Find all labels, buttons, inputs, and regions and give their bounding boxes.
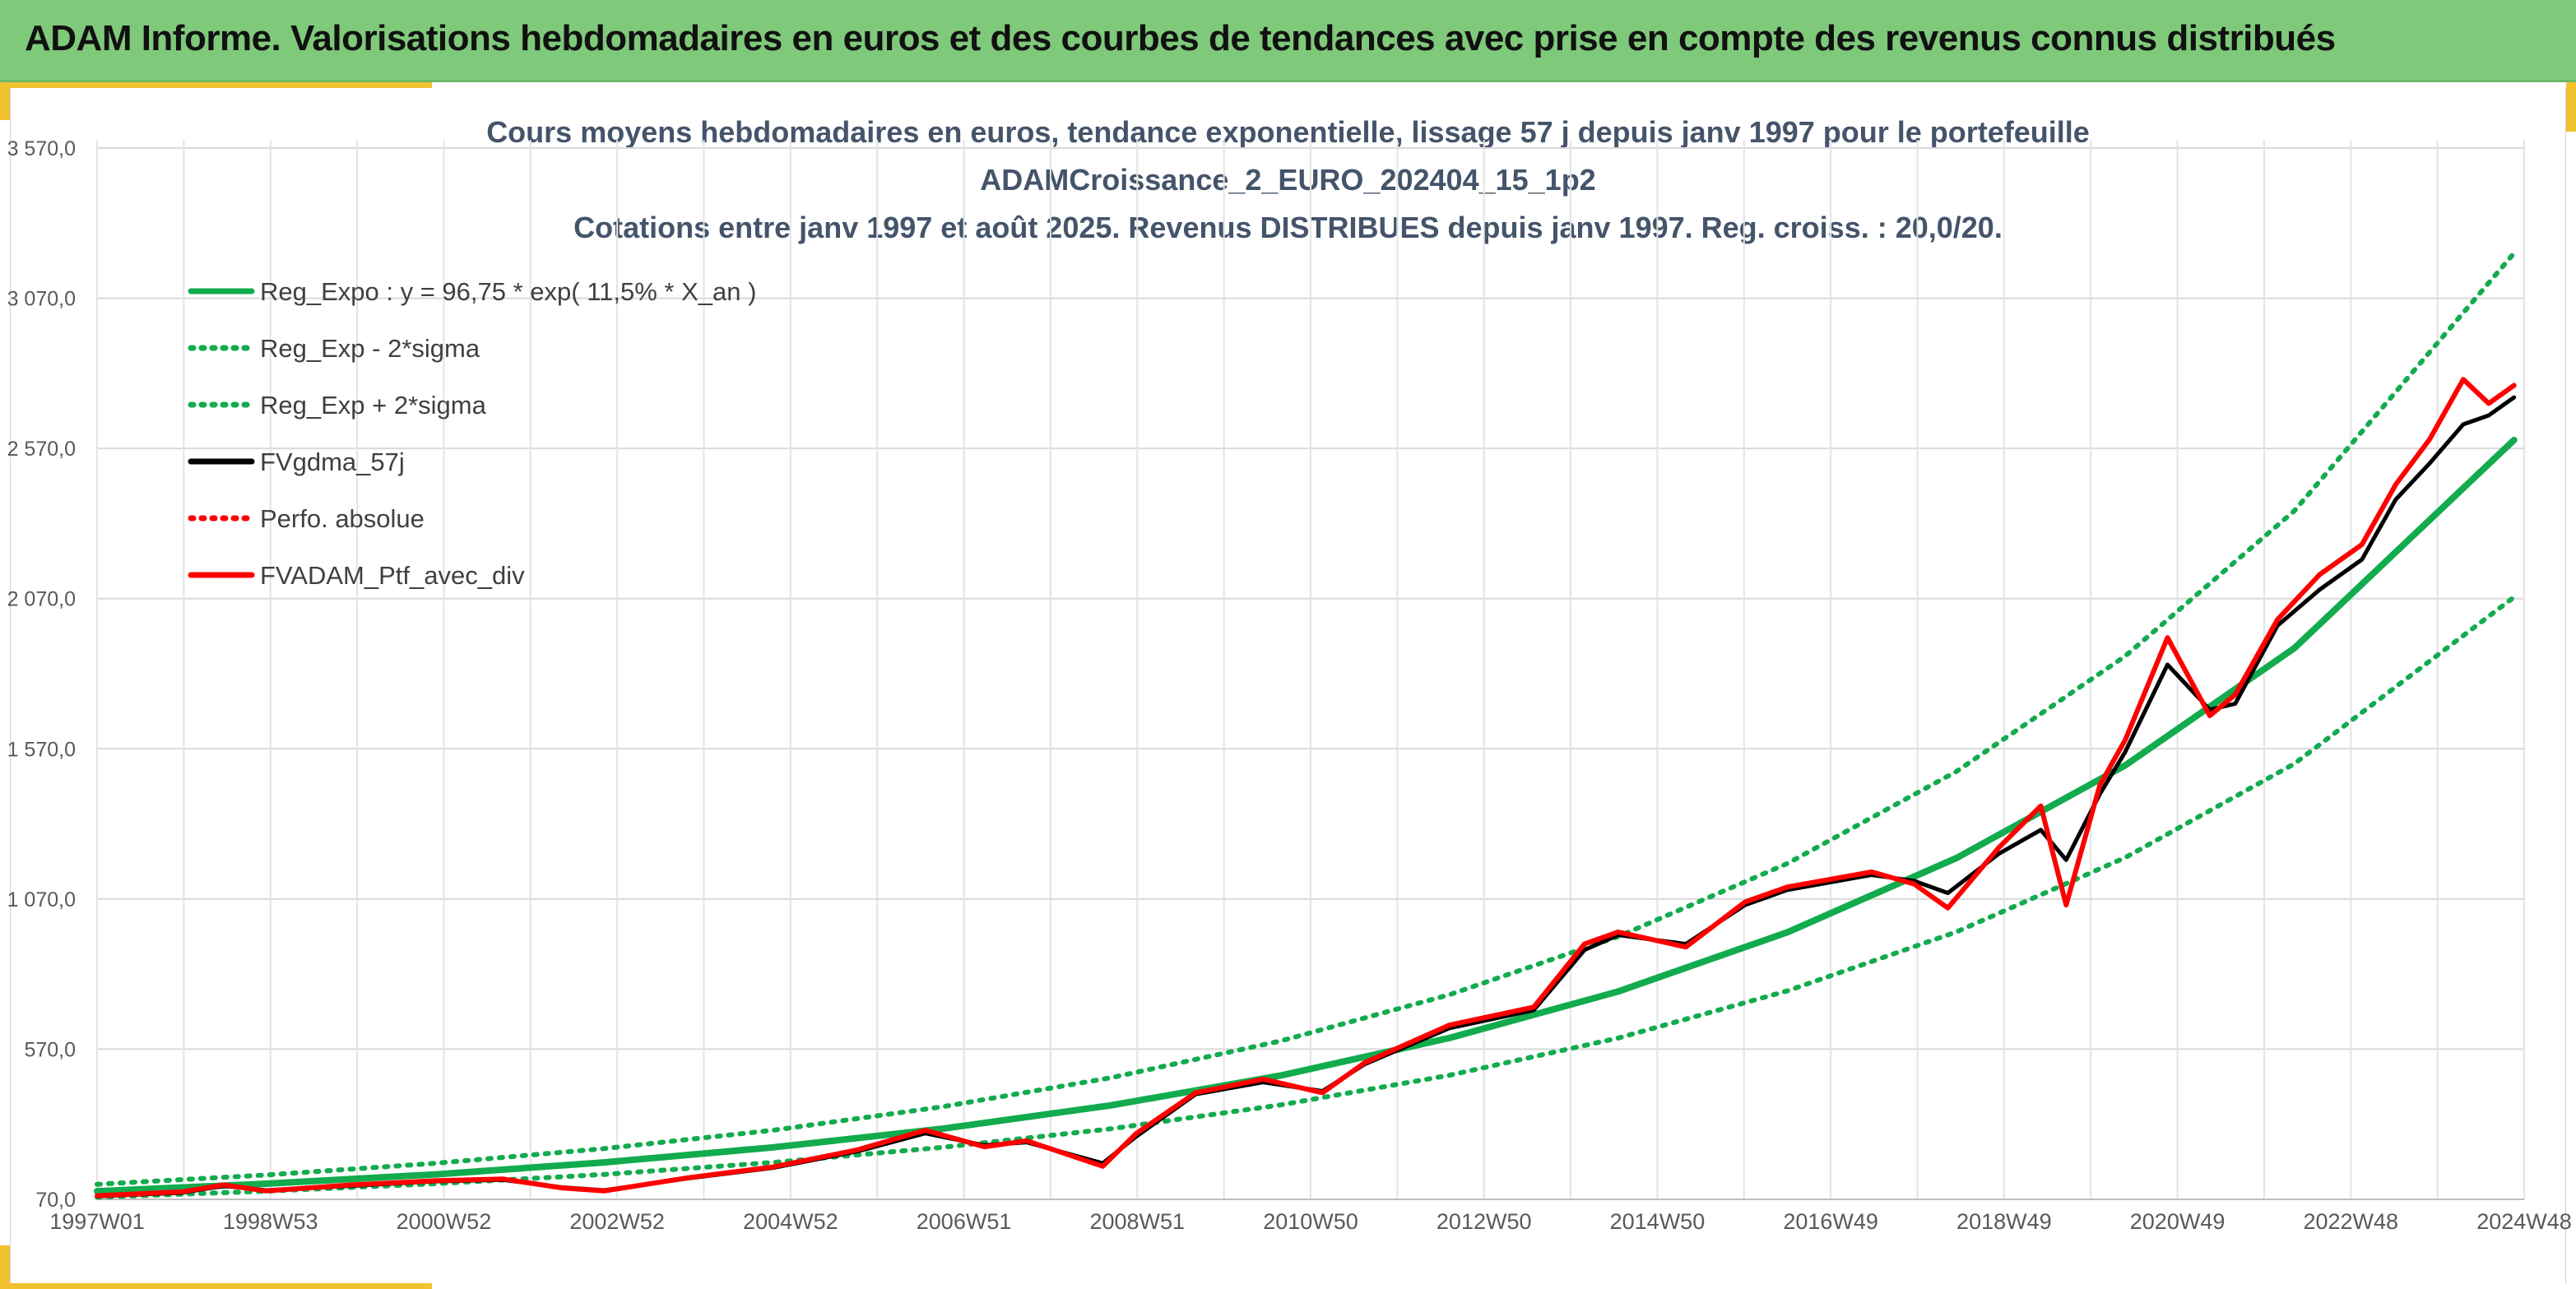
- legend-label: Reg_Expo : y = 96,75 * exp( 11,5% * X_an…: [260, 277, 756, 306]
- chart-title-line-1: Cours moyens hebdomadaires en euros, ten…: [486, 115, 2090, 149]
- x-tick-label: 2004W52: [743, 1209, 838, 1234]
- chart-title-line-3: Cotations entre janv 1997 et août 2025. …: [573, 211, 2003, 244]
- series-line-0: [94, 436, 2518, 1195]
- accent-bar-left: [0, 82, 10, 120]
- x-tick-label: 2022W48: [2303, 1209, 2398, 1234]
- y-tick-label: 3 070,0: [7, 288, 76, 311]
- x-tick-label: 2014W50: [1610, 1209, 1706, 1234]
- x-tick-label: 1997W01: [49, 1209, 145, 1234]
- page-title: ADAM Informe. Valorisations hebdomadaire…: [25, 18, 2336, 58]
- legend-label: Reg_Exp + 2*sigma: [260, 391, 487, 420]
- series-line-3: [95, 395, 2517, 1199]
- legend-label: FVADAM_Ptf_avec_div: [260, 561, 525, 590]
- x-tick-label: 2006W51: [917, 1209, 1012, 1234]
- x-tick-label: 2018W49: [1956, 1209, 2052, 1234]
- accent-bar-top: [0, 82, 432, 88]
- x-tick-label: 2024W48: [2476, 1209, 2572, 1234]
- legend-label: Reg_Exp - 2*sigma: [260, 334, 480, 363]
- legend-label: FVgdma_57j: [260, 447, 405, 476]
- y-tick-label: 1 070,0: [7, 888, 76, 911]
- header-banner: ADAM Informe. Valorisations hebdomadaire…: [0, 0, 2576, 82]
- legend-label: Perfo. absolue: [260, 504, 425, 533]
- accent-bar-right: [2566, 82, 2576, 132]
- x-tick-label: 2010W50: [1263, 1209, 1358, 1234]
- y-tick-label: 570,0: [24, 1038, 76, 1061]
- x-tick-label: 2008W51: [1089, 1209, 1185, 1234]
- y-tick-label: 3 570,0: [7, 137, 76, 160]
- series-line-5: [95, 377, 2517, 1199]
- y-tick-label: 2 570,0: [7, 438, 76, 461]
- series-line-1: [95, 594, 2517, 1200]
- y-tick-label: 70,0: [35, 1189, 76, 1212]
- x-tick-label: 2016W49: [1783, 1209, 1878, 1234]
- series-line-2: [95, 250, 2517, 1187]
- y-tick-label: 1 570,0: [7, 738, 76, 761]
- accent-bar-bottom-left: [0, 1245, 10, 1289]
- accent-bar-bottom: [0, 1283, 432, 1289]
- x-tick-label: 2020W49: [2130, 1209, 2226, 1234]
- chart-title-line-2: ADAMCroissance_2_EURO_202404_15_1p2: [980, 163, 1596, 197]
- x-tick-label: 2002W52: [569, 1209, 665, 1234]
- chart-frame: [10, 88, 2566, 1283]
- x-tick-label: 2000W52: [397, 1209, 492, 1234]
- x-tick-label: 1998W53: [223, 1209, 318, 1234]
- x-tick-label: 2012W50: [1437, 1209, 1532, 1234]
- y-tick-label: 2 070,0: [7, 588, 76, 611]
